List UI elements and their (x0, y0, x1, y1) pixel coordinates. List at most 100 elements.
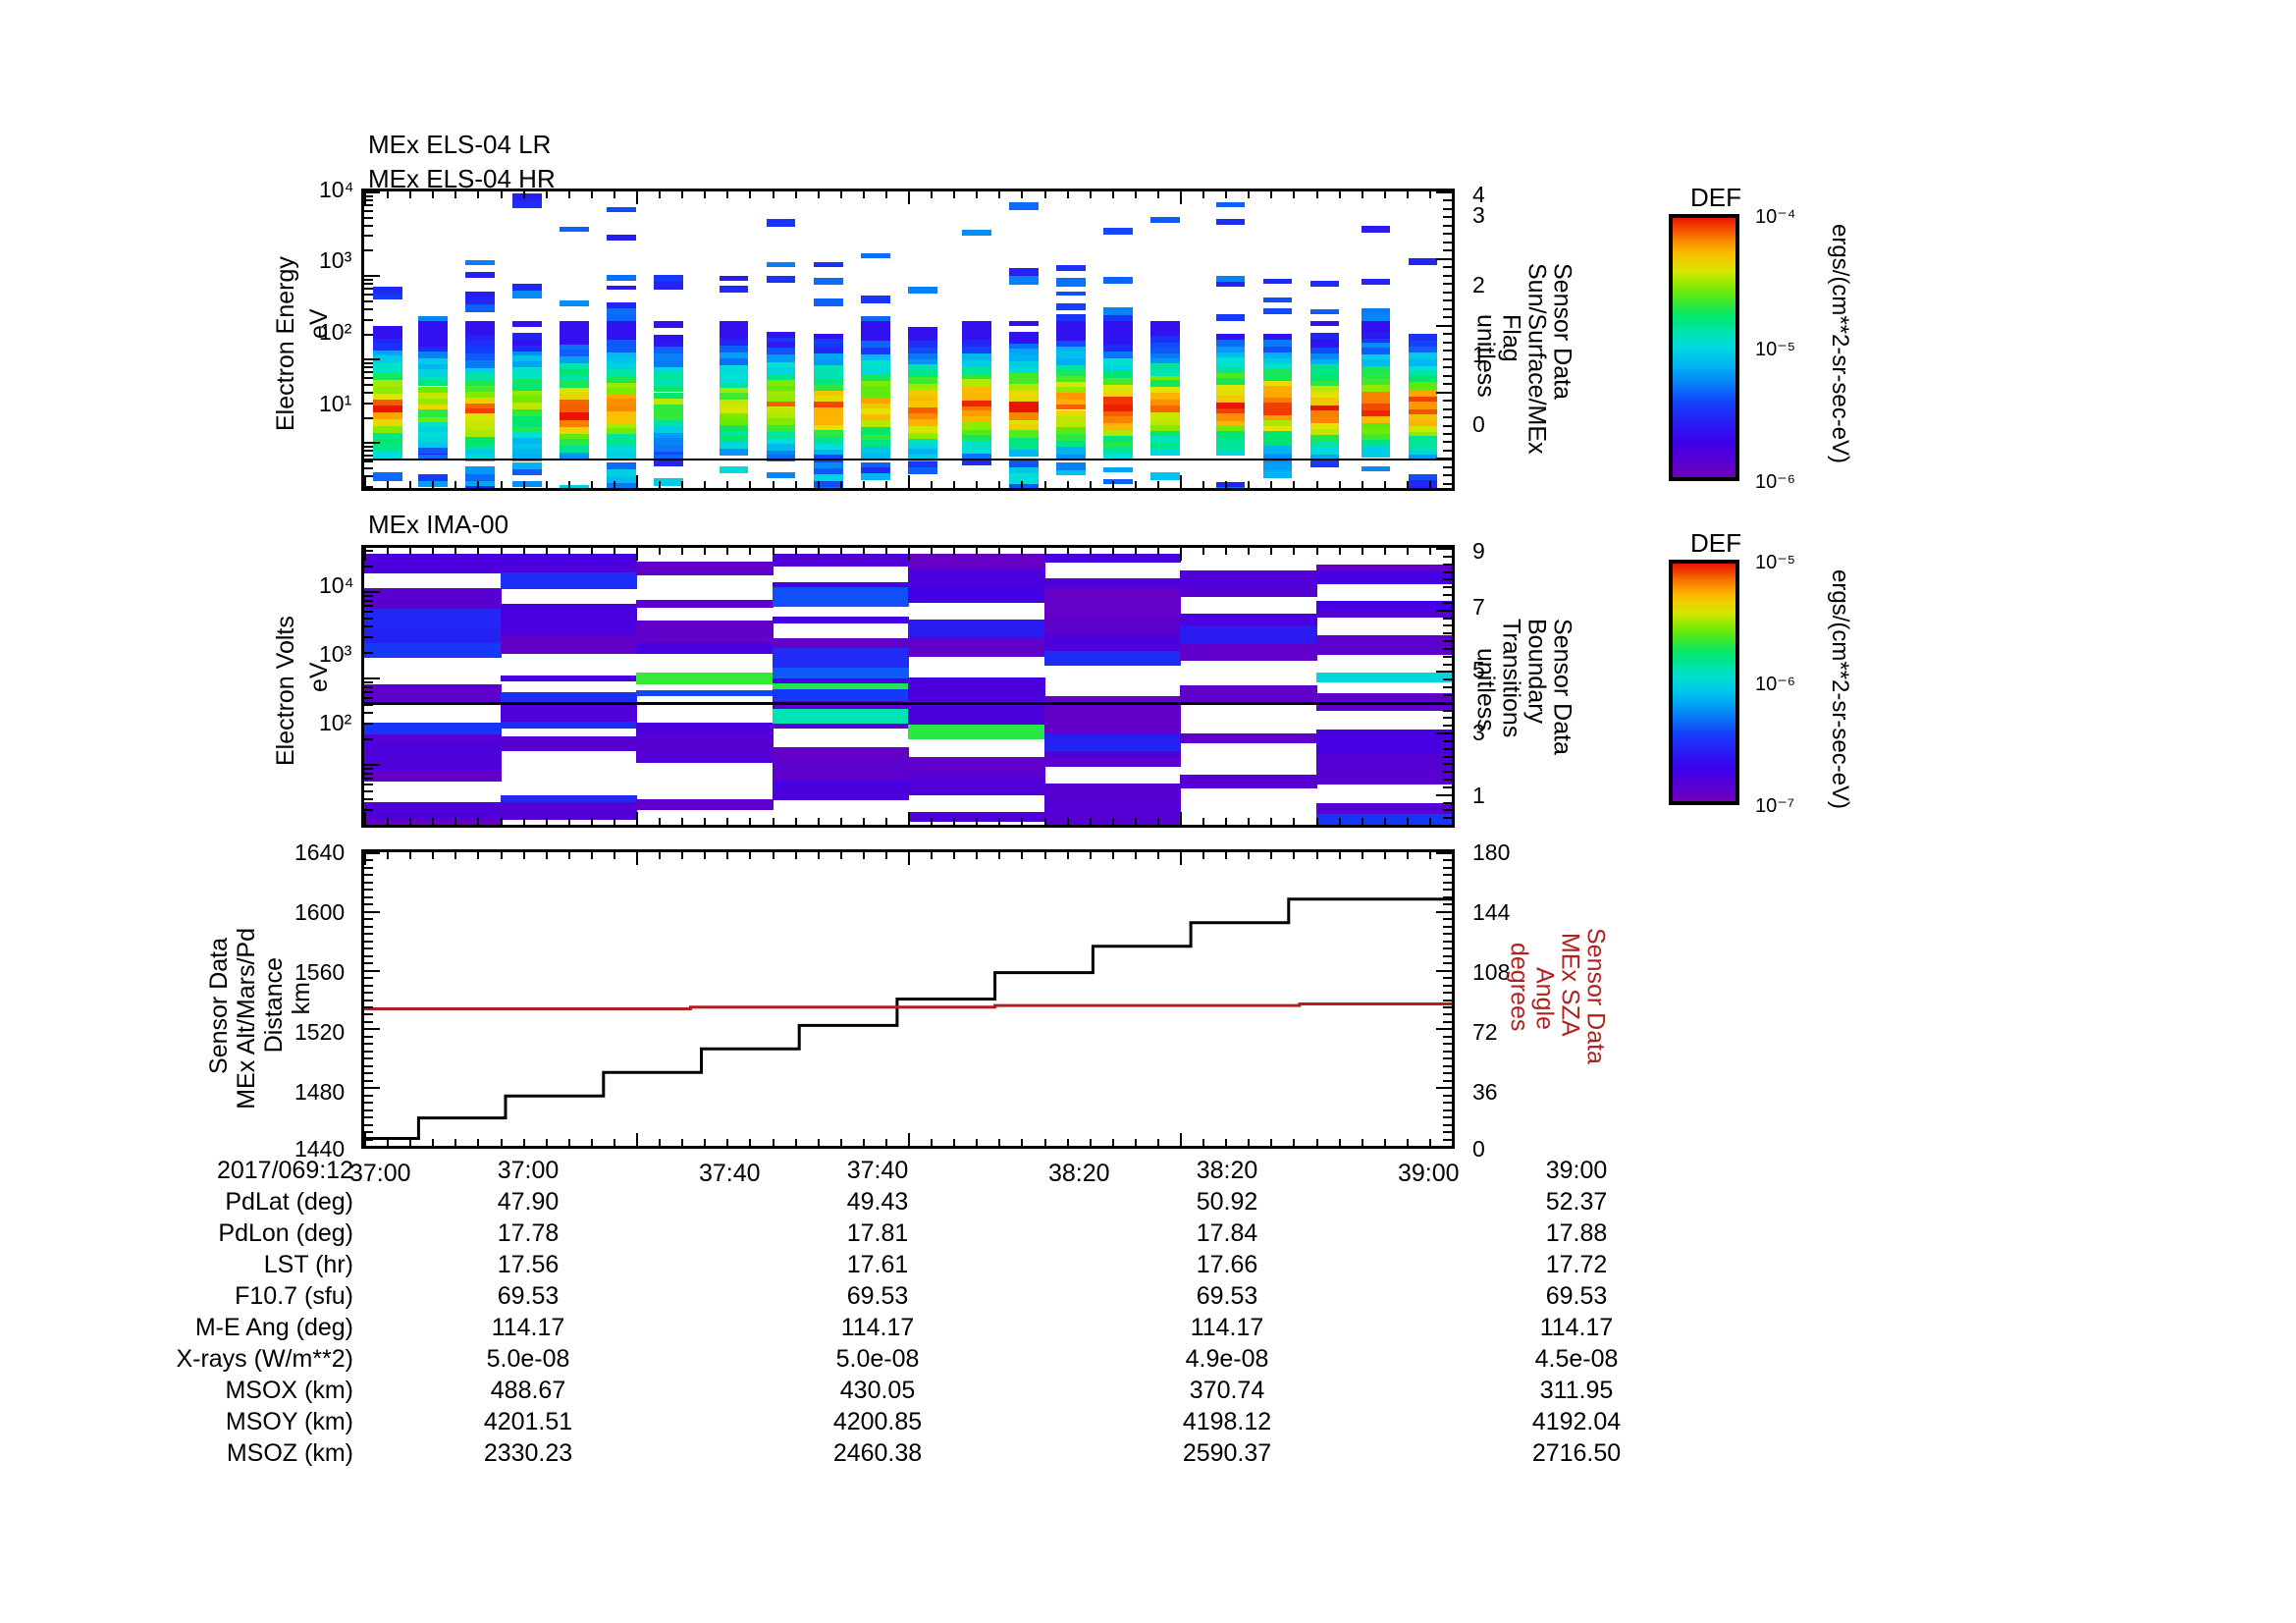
ima-ytick-1e3: 10³ (319, 641, 352, 667)
els-rtick-2: 2 (1472, 272, 1485, 298)
els-left-axis-line1: Electron Energy (272, 256, 299, 431)
table-cell: 17.72 (1545, 1251, 1608, 1278)
ephemeris-table: 2017/069:12 37:00 37:40 38:20 39:00 PdLat (de… (128, 1155, 1751, 1469)
colorbar-1-top-label: 10⁻⁴ (1755, 206, 1796, 228)
ima-rtick-1: 1 (1472, 783, 1485, 808)
els-ytick-1e4: 10⁴ (319, 177, 354, 202)
table-cell: 4198.12 (1182, 1408, 1272, 1435)
panel-sza-right-axis-line2: MEx SZA (1556, 933, 1584, 1037)
sza-rtick-72: 72 (1472, 1019, 1498, 1045)
table-cell: 49.43 (846, 1188, 909, 1216)
table-cell: 4.9e-08 (1185, 1345, 1269, 1373)
panel-els-left-axis-label: Electron Energy (272, 245, 299, 442)
panel-ima-right-axis-line1: Sensor Data (1548, 619, 1576, 755)
table-cell: 17.88 (1545, 1219, 1608, 1247)
panel-els-right-axis-line3: Flag (1497, 314, 1525, 362)
colorbar-1-units: ergs/(cm**2-sr-sec-eV) (1827, 224, 1854, 464)
colorbar-1-title: DEF (1690, 183, 1741, 212)
colorbar-2-units: ergs/(cm**2-sr-sec-eV) (1827, 569, 1854, 810)
xtick-label-3: 39:00 (1398, 1160, 1460, 1187)
ima-rtick-3: 3 (1472, 720, 1485, 745)
table-cell: 17.66 (1196, 1251, 1258, 1278)
table-row: MSOZ (km) 2330.23 2460.38 2590.37 2716.50 (128, 1437, 1751, 1469)
table-cell: 2330.23 (483, 1439, 573, 1467)
xtick-label-1: 37:40 (699, 1160, 761, 1187)
sza-rtick-180: 180 (1472, 839, 1511, 865)
colorbar-2-title: DEF (1690, 528, 1741, 558)
alt-ytick-1640: 1640 (294, 839, 346, 865)
panel-els-title-lr: MEx ELS-04 LR (368, 130, 552, 159)
table-cell: 114.17 (1539, 1314, 1614, 1341)
table-cell: 4200.85 (832, 1408, 923, 1435)
table-cell: 114.17 (1190, 1314, 1264, 1341)
table-cell: 69.53 (1545, 1282, 1608, 1310)
alt-ytick-1520: 1520 (294, 1019, 346, 1045)
table-cell: 2716.50 (1531, 1439, 1622, 1467)
panel-alt-left-axis-line2: MEx Alt/Mars/Pd (233, 928, 260, 1109)
table-cell: 2460.38 (832, 1439, 923, 1467)
panel-ima-plot-frame (361, 545, 1455, 828)
table-row: 2017/069:12 37:00 37:40 38:20 39:00 (128, 1155, 1751, 1186)
table-row-label: MSOX (km) (225, 1377, 353, 1404)
table-row: LST (hr) 17.56 17.61 17.66 17.72 (128, 1249, 1751, 1280)
colorbar-1-mid-label: 10⁻⁵ (1755, 339, 1796, 360)
els-rtick-0: 0 (1472, 411, 1485, 437)
els-ytick-1e1: 10¹ (319, 391, 352, 416)
table-cell: 2590.37 (1182, 1439, 1272, 1467)
table-cell: 114.17 (491, 1314, 565, 1341)
table-row-label: PdLat (deg) (225, 1188, 353, 1216)
table-row-label: F10.7 (sfu) (235, 1282, 353, 1310)
table-cell: 114.17 (840, 1314, 915, 1341)
panel-alt-left-axis-line4: km (288, 982, 315, 1015)
alt-ytick-1560: 1560 (294, 959, 346, 985)
ima-rtick-7: 7 (1472, 594, 1485, 620)
alt-ytick-1480: 1480 (294, 1079, 346, 1105)
altitude-trace (364, 897, 1452, 1140)
table-row: MSOX (km) 488.67 430.05 370.74 311.95 (128, 1375, 1751, 1406)
table-row: M-E Ang (deg) 114.17 114.17 114.17 114.17 (128, 1312, 1751, 1343)
table-cell: 38:20 (1196, 1157, 1258, 1184)
panel-sza-right-axis-line1: Sensor Data (1581, 928, 1610, 1064)
table-cell: 69.53 (1196, 1282, 1258, 1310)
panel-els-right-axis-line4: unitless (1471, 314, 1500, 398)
sza-trace (364, 1002, 1452, 1010)
table-row: PdLat (deg) 47.90 49.43 50.92 52.37 (128, 1186, 1751, 1217)
table-cell: 50.92 (1196, 1188, 1258, 1216)
table-cell: 52.37 (1545, 1188, 1608, 1216)
table-cell: 4192.04 (1531, 1408, 1622, 1435)
xtick-label-0: 37:00 (349, 1160, 411, 1187)
table-cell: 370.74 (1189, 1377, 1265, 1404)
panel-alt-left-axis-line1: Sensor Data (205, 938, 233, 1074)
table-cell: 17.56 (497, 1251, 560, 1278)
table-row: F10.7 (sfu) 69.53 69.53 69.53 69.53 (128, 1280, 1751, 1312)
colorbar-1-bottom-label: 10⁻⁶ (1755, 471, 1796, 493)
table-cell: 311.95 (1539, 1377, 1614, 1404)
table-row-label: X-rays (W/m**2) (176, 1345, 353, 1373)
colorbar-1 (1669, 214, 1739, 481)
els-ytick-1e3: 10³ (319, 247, 352, 273)
alt-ytick-1440: 1440 (294, 1136, 346, 1162)
table-row-label: 2017/069:12 (216, 1157, 353, 1184)
ima-rtick-5: 5 (1472, 657, 1485, 682)
panel-els-right-axis-line1: Sensor Data (1548, 263, 1576, 400)
table-row: PdLon (deg) 17.78 17.81 17.84 17.88 (128, 1217, 1751, 1249)
panel-sza-right-axis-line3: Angle (1530, 967, 1559, 1030)
table-cell: 4201.51 (483, 1408, 573, 1435)
table-cell: 17.81 (846, 1219, 909, 1247)
sza-rtick-36: 36 (1472, 1079, 1498, 1105)
alt-ytick-1600: 1600 (294, 899, 346, 925)
sza-rtick-0: 0 (1472, 1136, 1485, 1162)
panel-ima-left-axis-label: Electron Volts (272, 616, 299, 766)
table-cell: 37:00 (497, 1157, 560, 1184)
table-cell: 17.61 (846, 1251, 909, 1278)
els-ytick-1e2: 10² (319, 319, 352, 345)
table-cell: 488.67 (490, 1377, 566, 1404)
panel-els-plot-frame (361, 189, 1455, 491)
table-row: X-rays (W/m**2) 5.0e-08 5.0e-08 4.9e-08 4.5e… (128, 1343, 1751, 1375)
ima-left-axis-line1: Electron Volts (272, 616, 299, 766)
ima-ytick-1e2: 10² (319, 710, 352, 735)
panel-ima-right-axis-line2: Boundary (1522, 619, 1551, 725)
sza-rtick-108: 108 (1472, 959, 1511, 985)
panel-ima-right-axis-line4: unitless (1471, 648, 1500, 731)
els-rtick-4: 4 (1472, 182, 1485, 207)
